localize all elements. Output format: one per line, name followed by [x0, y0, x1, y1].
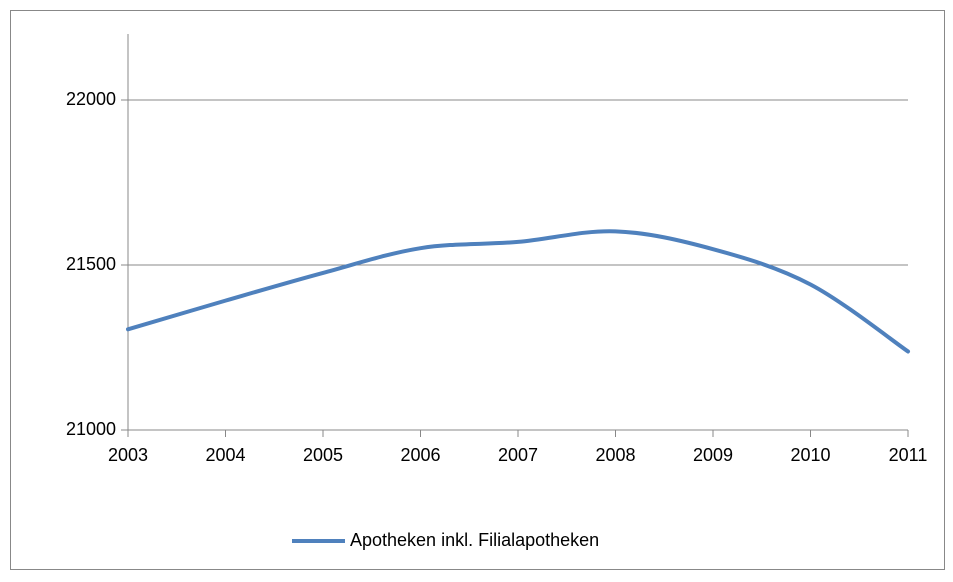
line-series [126, 229, 910, 354]
x-tick-label: 2007 [498, 445, 538, 465]
legend-label: Apotheken inkl. Filialapotheken [350, 530, 599, 550]
x-tick-label: 2005 [303, 445, 343, 465]
x-tick-label: 2008 [595, 445, 635, 465]
x-tick-label: 2011 [889, 445, 928, 465]
y-tick-label: 21500 [66, 254, 116, 274]
x-tick-label: 2010 [790, 445, 830, 465]
y-tick-label: 22000 [66, 89, 116, 109]
x-tick-label: 2003 [108, 445, 148, 465]
x-tick-label: 2009 [693, 445, 733, 465]
x-tick-label: 2004 [205, 445, 245, 465]
y-tick-label: 21000 [66, 419, 116, 439]
x-tick-label: 2006 [400, 445, 440, 465]
chart-frame [10, 10, 945, 570]
